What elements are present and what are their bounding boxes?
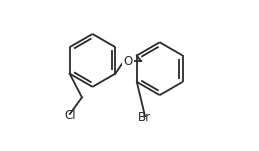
Text: Cl: Cl xyxy=(64,109,76,122)
Text: O: O xyxy=(123,55,133,68)
Text: Br: Br xyxy=(138,111,151,124)
